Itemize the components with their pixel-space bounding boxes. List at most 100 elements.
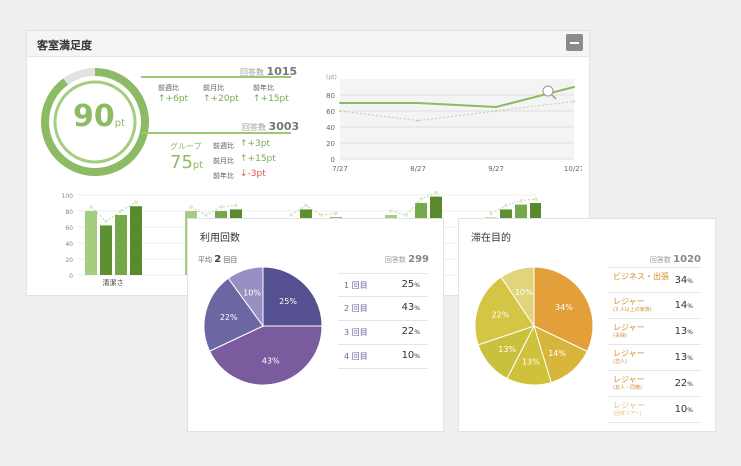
y-tick-label: 80 [326,92,335,100]
collapse-button[interactable] [566,34,583,51]
trend-point [489,211,493,216]
legend-value: 10% [675,404,693,415]
legend-label: 1 回目 [344,281,368,290]
responses-count: 1020 [673,254,701,265]
trend-point [389,209,393,213]
divider-line [141,132,291,134]
panel-title: 滞在目的 [471,233,511,244]
group-trend-line [190,204,237,216]
legend-name: レジャー [613,323,645,332]
up-arrow-icon: ↑ [240,154,248,164]
legend-name: ビジネス・出張 [613,272,669,281]
x-tick-label: 7/27 [332,165,348,173]
legend-label: ビジネス・出張 [613,272,669,281]
y-tick-label: 80 [65,209,73,216]
group-label: グループ [170,142,202,151]
trend-point [104,219,108,224]
group-score: 75pt [170,152,203,173]
legend-label: レジャー (恋人) [613,349,645,367]
zoom-icon [542,85,554,97]
purpose-panel: 滞在目的 回答数 1020 34% 14% 13% 13% 22% 10% ビジネス・出張… [458,218,716,432]
responses-label: 回答数 [242,123,266,132]
pie-slice [500,266,535,328]
legend-value: 25% [402,279,420,290]
avg-unit: 回目 [223,256,238,264]
divider-line [141,76,291,78]
down-arrow-icon: ↓ [240,169,248,179]
legend-label: レジャー (友人・同僚) [613,375,645,393]
legend-row: レジャー (夫婦) 13% [607,319,701,345]
pie-slice [227,266,264,328]
trend-point [204,213,208,217]
legend-value: 14% [675,300,693,311]
y-tick-label: 40 [65,241,73,248]
gauge-inner-ring [53,80,137,164]
score-value: 90pt [73,99,125,134]
legend-number: 34 [674,275,688,286]
bar [85,211,97,275]
x-tick-label: 9/27 [488,165,504,173]
legend-value: 34% [675,275,693,286]
cmp-label-week: 前週比 [158,84,179,92]
slice-label: 13% [498,345,516,354]
y-tick-label: 60 [65,225,73,232]
slice-label: 34% [555,303,573,312]
legend-sub: (恋人) [613,359,627,365]
zoom-icon-handle [551,94,557,100]
group-score-unit: pt [192,160,204,171]
data-point [417,119,419,122]
group-score-number: 75 [170,152,193,173]
data-point [339,110,341,112]
legend-row: 1 回目 25% [338,273,428,297]
gauge-arc [41,68,149,176]
legend-row: ビジネス・出張 34% [607,267,701,293]
legend-sub: (友人・同僚) [613,385,642,391]
legend-number: 43 [401,302,415,313]
bar [100,225,112,275]
slice-label: 10% [515,288,533,297]
legend-number: 10 [401,350,415,361]
trend-point [504,203,508,208]
trend-point [334,211,338,216]
up-arrow-icon: ↑ [158,94,166,104]
legend-label: レジャー (夫婦) [613,323,645,341]
score-number: 90 [73,99,115,134]
pie-slice [262,266,323,327]
trend-point [89,205,93,209]
y-tick-label: 20 [326,140,335,148]
legend-value: 22% [402,326,420,337]
responses-count: 3003 [268,120,300,133]
legend-value: 22% [675,378,693,389]
x-tick-label: 10/27 [564,165,582,173]
responses-count: 1015 [266,65,298,78]
trend-point [419,197,423,201]
legend-value: 13% [675,352,693,363]
cmp-value-text: -3pt [247,169,266,179]
cmp-label-month: 前月比 [203,84,224,92]
bar [115,215,127,275]
y-tick-label: 60 [326,108,335,116]
legend-unit: % [687,407,693,414]
responses: 回答数 299 [385,254,429,265]
y-axis-label: (pt) [326,74,337,81]
trend-point [219,205,223,209]
score-gauge [41,68,149,176]
slice-label: 22% [220,313,238,322]
legend-sub: (団体ツアー) [613,411,642,417]
purpose-pie-chart: 34% 14% 13% 13% 22% 10% [474,266,594,386]
pie-slice [208,325,323,386]
group-cmp-value-week: ↑+3pt [240,139,270,149]
legend-number: 14 [674,300,688,311]
legend-row: レジャー (友人・同僚) 22% [607,371,701,397]
trend-line-chart: 0 20 40 60 80 (pt) 7/27 8/27 9/27 10/27 [326,74,582,173]
frequency-panel: 利用回数 平均 2 回目 回答数 299 25% 43% 22% 10% 1 回目 25… [187,218,444,432]
trend-point [319,213,323,217]
legend-unit: % [687,355,693,362]
responses-label: 回答数 [240,68,264,77]
trend-point [534,197,538,201]
data-point [339,102,341,104]
legend-value: 13% [675,326,693,337]
data-point [573,86,575,88]
legend-value: 43% [402,302,420,313]
legend-sub: (夫婦) [613,333,627,339]
